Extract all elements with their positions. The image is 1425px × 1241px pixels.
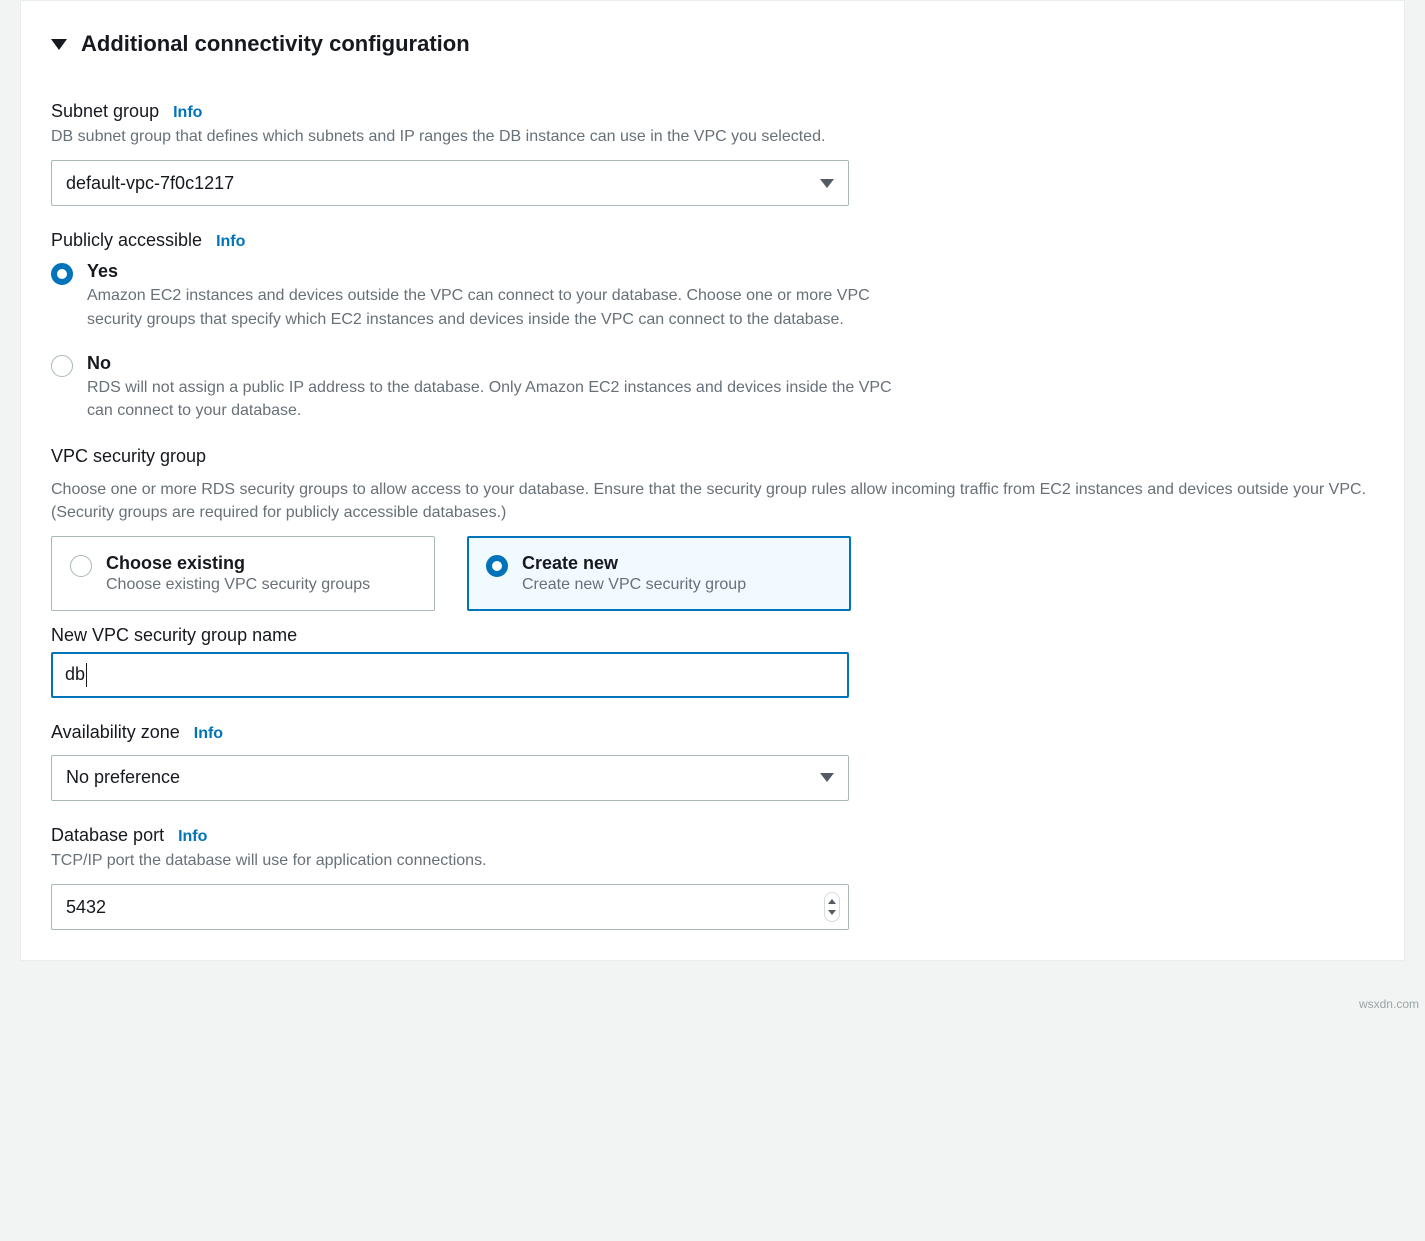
subnet-group-select[interactable]: default-vpc-7f0c1217	[51, 160, 849, 206]
chevron-down-icon	[820, 179, 834, 188]
radio-yes-desc: Amazon EC2 instances and devices outside…	[87, 284, 907, 330]
db-port-label: Database port	[51, 825, 164, 846]
new-sg-name-value: db	[65, 664, 85, 685]
radio-icon	[486, 555, 508, 577]
subnet-group-description: DB subnet group that defines which subne…	[51, 126, 1374, 148]
stepper-down-icon	[828, 910, 836, 915]
db-port-input[interactable]: 5432	[51, 884, 849, 930]
subnet-group-value: default-vpc-7f0c1217	[66, 173, 234, 194]
az-select[interactable]: No preference	[51, 755, 849, 801]
stepper-up-icon	[828, 899, 836, 904]
new-sg-name-input[interactable]: db	[51, 652, 849, 698]
az-info-link[interactable]: Info	[194, 725, 223, 743]
subnet-group-label: Subnet group	[51, 101, 159, 122]
connectivity-panel: Additional connectivity configuration Su…	[20, 0, 1405, 961]
radio-no-title: No	[87, 353, 1374, 374]
radio-public-no[interactable]: No RDS will not assign a public IP addre…	[51, 353, 1374, 422]
section-title: Additional connectivity configuration	[81, 31, 470, 57]
vpc-sg-field: VPC security group Choose one or more RD…	[51, 446, 1374, 698]
radio-icon	[51, 355, 73, 377]
tile-new-desc: Create new VPC security group	[522, 576, 746, 594]
db-port-description: TCP/IP port the database will use for ap…	[51, 850, 1374, 872]
text-cursor-icon	[86, 663, 87, 687]
db-port-info-link[interactable]: Info	[178, 828, 207, 846]
subnet-group-info-link[interactable]: Info	[173, 104, 202, 122]
caret-down-icon	[51, 39, 67, 50]
radio-yes-title: Yes	[87, 261, 1374, 282]
publicly-accessible-info-link[interactable]: Info	[216, 233, 245, 251]
radio-public-yes[interactable]: Yes Amazon EC2 instances and devices out…	[51, 261, 1374, 330]
tile-new-title: Create new	[522, 553, 746, 574]
radio-no-desc: RDS will not assign a public IP address …	[87, 376, 907, 422]
tile-existing-desc: Choose existing VPC security groups	[106, 576, 370, 594]
number-stepper[interactable]	[824, 892, 840, 922]
az-label: Availability zone	[51, 722, 180, 743]
publicly-accessible-label: Publicly accessible	[51, 230, 202, 251]
chevron-down-icon	[820, 773, 834, 782]
tile-create-new[interactable]: Create new Create new VPC security group	[467, 536, 851, 611]
db-port-field: Database port Info TCP/IP port the datab…	[51, 825, 1374, 930]
vpc-sg-label: VPC security group	[51, 446, 1374, 467]
subnet-group-field: Subnet group Info DB subnet group that d…	[51, 101, 1374, 206]
radio-icon	[51, 263, 73, 285]
watermark: wsxdn.com	[1359, 997, 1419, 1011]
tile-choose-existing[interactable]: Choose existing Choose existing VPC secu…	[51, 536, 435, 611]
db-port-value: 5432	[66, 897, 106, 918]
az-value: No preference	[66, 767, 180, 788]
publicly-accessible-field: Publicly accessible Info Yes Amazon EC2 …	[51, 230, 1374, 422]
tile-existing-title: Choose existing	[106, 553, 370, 574]
section-toggle[interactable]: Additional connectivity configuration	[51, 1, 1374, 77]
new-sg-name-label: New VPC security group name	[51, 625, 1374, 646]
az-field: Availability zone Info No preference	[51, 722, 1374, 801]
radio-icon	[70, 555, 92, 577]
vpc-sg-description: Choose one or more RDS security groups t…	[51, 479, 1374, 524]
